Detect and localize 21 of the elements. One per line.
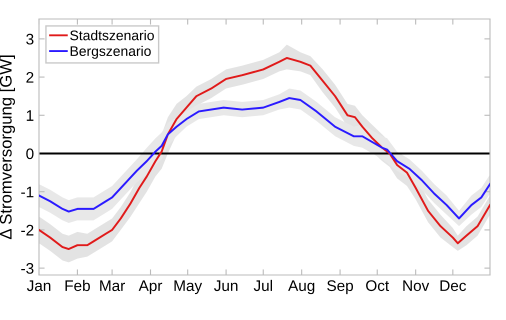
y-tick-label: 0 [26,148,34,160]
x-tick-label: Jan [26,280,50,292]
x-tick-label: Aug [288,280,314,294]
x-tick-label: Feb [66,280,90,292]
y-tick-label: 2 [26,72,34,83]
x-tick-label: Apr [138,280,162,294]
legend-label: Bergszenario [70,46,151,59]
x-tick-label: Oct [366,280,390,292]
y-tick-label: 1 [26,110,34,121]
y-tick-label: 3 [26,34,34,45]
legend-label: Stadtszenario [70,30,154,40]
x-tick-label: Dec [440,280,466,292]
y-tick-label: -2 [21,224,34,236]
x-tick-label: Jun [214,280,238,292]
y-tick-label: -1 [21,186,34,198]
x-tick-label: Jul [254,280,272,292]
x-tick-label: Mar [100,280,126,292]
x-tick-label: Sep [327,280,354,294]
x-tick-label: May [174,280,202,294]
y-tick-label: -3 [21,262,34,274]
x-tick-label: Nov [403,280,430,292]
